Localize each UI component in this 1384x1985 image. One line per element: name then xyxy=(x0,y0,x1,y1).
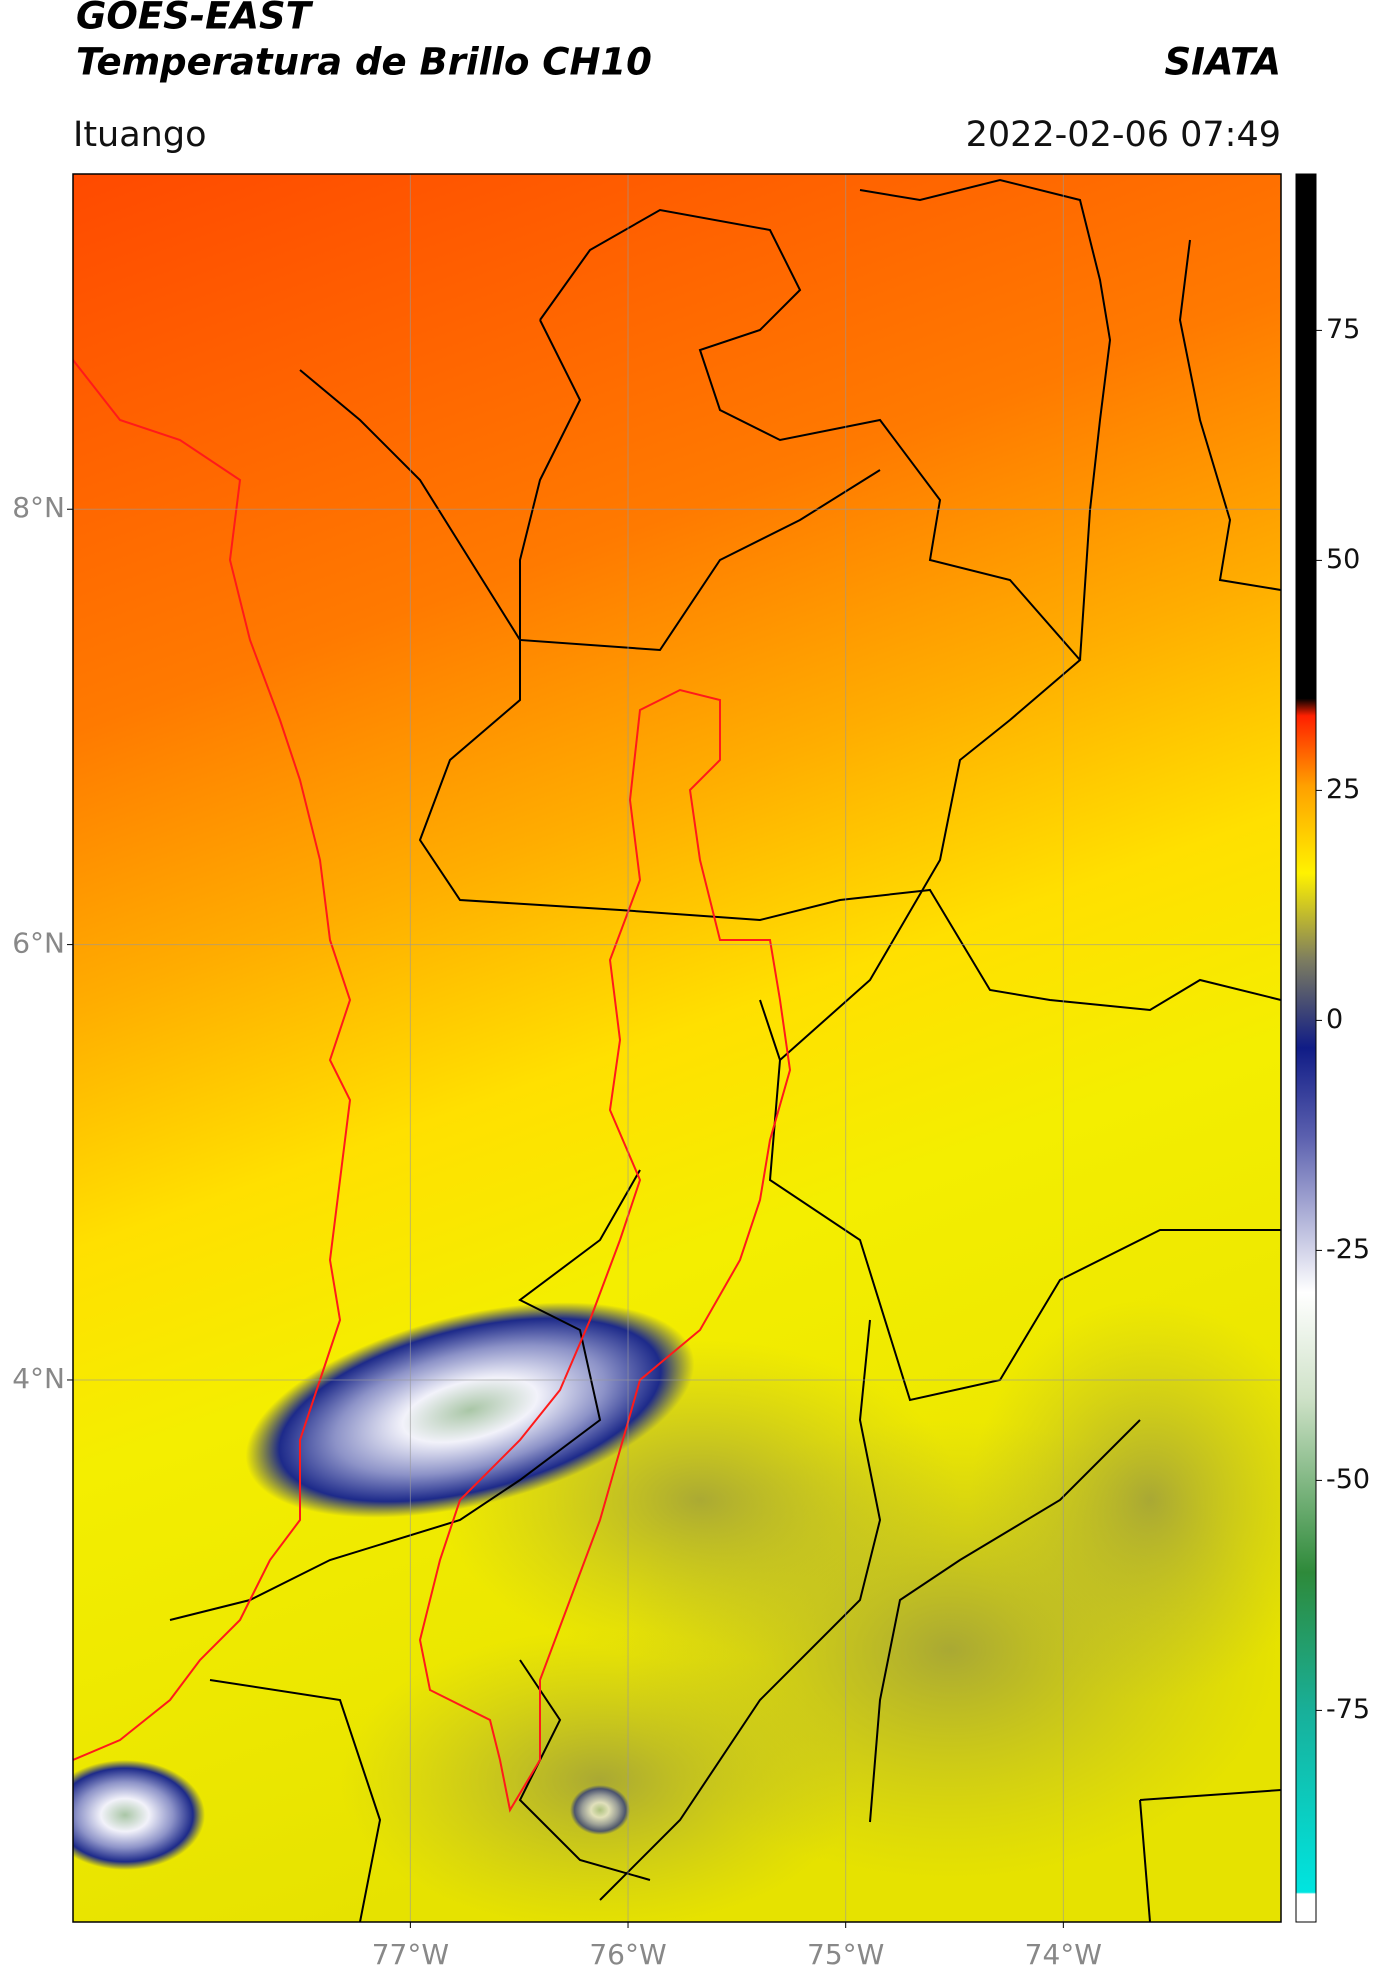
x-tick-label: 75°W xyxy=(807,1938,884,1971)
datetime: 2022-02-06 07:49 xyxy=(966,115,1281,155)
grid xyxy=(73,174,1281,1922)
x-tick-label: 77°W xyxy=(372,1938,449,1971)
map xyxy=(73,174,1281,1922)
cloud-field xyxy=(340,1630,860,1922)
y-tick-label: 4°N xyxy=(12,1362,65,1395)
colorbar-tick-label: -25 xyxy=(1326,1234,1370,1265)
y-tick-label: 8°N xyxy=(12,491,65,524)
basin-outline xyxy=(73,359,792,1813)
x-tick-label: 74°W xyxy=(1025,1938,1102,1971)
y-tick-label: 6°N xyxy=(12,927,65,960)
boundaries xyxy=(169,178,1281,1922)
convective-cloud xyxy=(73,1760,205,1870)
subtitle: Temperatura de Brillo CH10 xyxy=(76,41,652,84)
convective-cloud xyxy=(245,1302,695,1518)
x-tick-label: 76°W xyxy=(589,1938,666,1971)
agency: SIATA xyxy=(1164,41,1281,84)
region: Ituango xyxy=(73,115,207,155)
colorbar-tick-label: 25 xyxy=(1326,774,1360,805)
colorbar-tick-label: 50 xyxy=(1326,544,1360,575)
title: GOES-EAST xyxy=(76,0,314,38)
colorbar xyxy=(1295,173,1317,1923)
colorbar-tick-label: -50 xyxy=(1326,1464,1370,1495)
colorbar-tick-label: 0 xyxy=(1326,1004,1343,1035)
convective-cloud xyxy=(570,1785,630,1835)
colorbar-tick-label: 75 xyxy=(1326,314,1360,345)
cloud-field xyxy=(970,1300,1281,1700)
colorbar-tick-label: -75 xyxy=(1326,1694,1370,1725)
map-frame xyxy=(72,173,1282,1923)
